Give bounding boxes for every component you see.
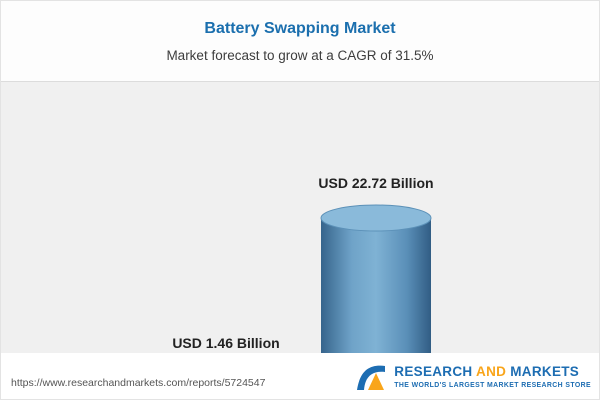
logo-word-and: AND <box>476 364 507 380</box>
report-url: https://www.researchandmarkets.com/repor… <box>11 377 266 389</box>
logo-mark-icon <box>357 365 386 390</box>
logo-text: RESEARCH AND MARKETS THE WORLD'S LARGEST… <box>394 364 591 389</box>
logo-word-research: RESEARCH <box>394 364 473 380</box>
chart-header: Battery Swapping Market Market forecast … <box>1 1 599 81</box>
chart-subtitle: Market forecast to grow at a CAGR of 31.… <box>166 48 434 63</box>
logo-tagline: THE WORLD'S LARGEST MARKET RESEARCH STOR… <box>394 381 591 389</box>
chart-plot-area: USD 1.46 Billion USD 22.72 Billion <box>1 82 599 391</box>
value-label-2025: USD 1.46 Billion <box>172 335 280 351</box>
logo-wordmark: RESEARCH AND MARKETS <box>394 364 591 380</box>
chart-title: Battery Swapping Market <box>204 20 396 37</box>
footer: https://www.researchandmarkets.com/repor… <box>1 353 599 399</box>
researchandmarkets-logo: RESEARCH AND MARKETS THE WORLD'S LARGEST… <box>354 362 591 392</box>
header-divider <box>1 81 599 82</box>
value-label-2035: USD 22.72 Billion <box>318 175 434 191</box>
logo-word-markets: MARKETS <box>510 364 580 380</box>
